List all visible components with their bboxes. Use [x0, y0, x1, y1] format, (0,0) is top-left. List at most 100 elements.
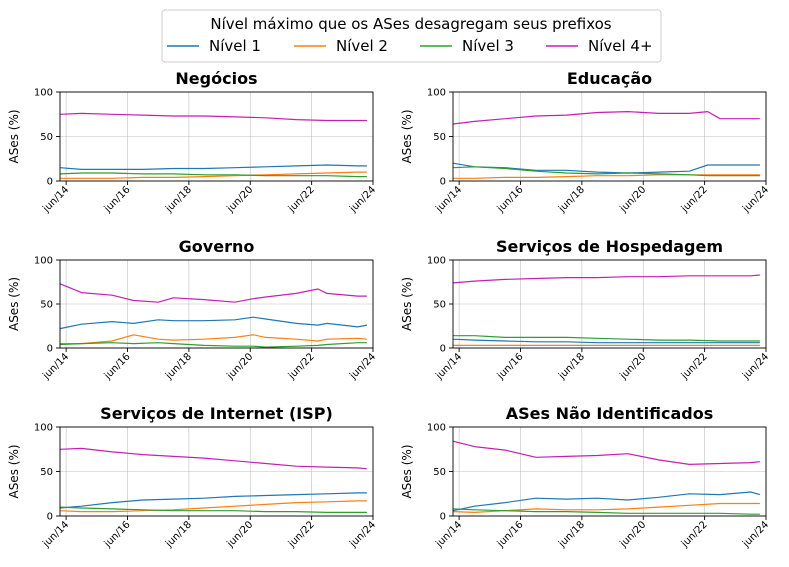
y-tick-label: 50	[433, 467, 446, 478]
x-tick-label: jun/16	[102, 184, 133, 215]
series-line-nivel-4	[452, 110, 760, 125]
panel-governo: Governo ASes (%) 0 50 100 jun/14 jun/16 jun/18 j…	[7, 237, 378, 382]
legend-label-nivel-4: Nível 4+	[588, 37, 653, 55]
series-line-nivel-3	[59, 342, 367, 348]
x-tick-label: jun/24	[347, 519, 378, 550]
x-tick-label: jun/18	[163, 351, 194, 382]
y-tick-label: 50	[40, 467, 53, 478]
x-tick-label: jun/24	[740, 519, 771, 550]
series-line-nivel-4	[452, 274, 760, 284]
panel-title: Educação	[567, 69, 652, 88]
x-tick-label: jun/18	[556, 519, 587, 550]
x-tick-label: jun/16	[495, 184, 526, 215]
y-tick-label: 0	[440, 344, 446, 355]
panel-title: ASes Não Identificados	[506, 404, 714, 423]
x-tick-label: jun/22	[286, 184, 317, 215]
y-axis-label: ASes (%)	[400, 444, 414, 498]
y-tick-label: 0	[47, 512, 53, 523]
x-tick-label: jun/16	[495, 351, 526, 382]
x-tick-label: jun/14	[40, 519, 71, 550]
series-line-nivel-4	[59, 112, 367, 122]
y-tick-label: 0	[440, 177, 446, 188]
panel-educacao: Educação ASes (%) 0 50 100 jun/14 jun/16 jun/18…	[400, 69, 771, 215]
panel-ases-nao-identificados: ASes Não Identificados ASes (%) 0 50 100 jun/…	[400, 404, 771, 550]
panel-title: Governo	[179, 237, 255, 256]
x-tick-label: jun/18	[163, 184, 194, 215]
x-tick-label: jun/20	[225, 184, 256, 215]
y-tick-label: 0	[47, 177, 53, 188]
panel-negocios: Negócios ASes (%) 0 50 100 jun/14 jun/16 jun/18…	[7, 69, 378, 215]
x-tick-label: jun/20	[618, 519, 649, 550]
series-line-nivel-2	[59, 500, 367, 513]
legend-frame	[161, 9, 662, 63]
y-axis-label: ASes (%)	[7, 109, 21, 163]
series-line-nivel-4	[59, 283, 367, 303]
y-tick-label: 50	[433, 300, 446, 311]
y-tick-label: 100	[427, 423, 446, 434]
y-axis-label: ASes (%)	[400, 277, 414, 331]
x-tick-label: jun/22	[679, 519, 710, 550]
x-tick-label: jun/14	[40, 184, 71, 215]
series-line-nivel-2	[60, 171, 367, 179]
y-tick-label: 0	[440, 512, 446, 523]
y-axis-label: ASes (%)	[7, 277, 21, 331]
y-tick-label: 50	[40, 132, 53, 143]
x-tick-label: jun/22	[679, 351, 710, 382]
x-tick-label: jun/22	[286, 519, 317, 550]
x-tick-label: jun/24	[740, 351, 771, 382]
y-tick-label: 100	[34, 88, 53, 99]
legend-label-nivel-1: Nível 1	[209, 37, 261, 55]
legend: Nível máximo que os ASes desagregam seus…	[161, 9, 662, 63]
y-tick-label: 50	[433, 132, 446, 143]
y-tick-label: 100	[34, 256, 53, 267]
series-line-nivel-2	[453, 174, 760, 179]
series-line-nivel-1	[452, 338, 760, 344]
legend-title: Nível máximo que os ASes desagregam seus…	[210, 15, 611, 33]
x-tick-label: jun/24	[347, 351, 378, 382]
x-tick-label: jun/14	[433, 519, 464, 550]
x-tick-label: jun/22	[679, 184, 710, 215]
panel-title: Serviços de Internet (ISP)	[100, 404, 333, 423]
x-tick-label: jun/18	[556, 184, 587, 215]
y-axis-label: ASes (%)	[400, 109, 414, 163]
x-tick-label: jun/20	[618, 184, 649, 215]
y-tick-label: 0	[47, 344, 53, 355]
x-tick-label: jun/18	[163, 519, 194, 550]
y-axis-label: ASes (%)	[7, 444, 21, 498]
legend-label-nivel-3: Nível 3	[462, 37, 514, 55]
x-tick-label: jun/14	[40, 351, 71, 382]
series-line-nivel-4	[59, 447, 367, 470]
x-tick-label: jun/14	[433, 351, 464, 382]
series-line-nivel-3	[452, 166, 760, 177]
x-tick-label: jun/16	[102, 351, 133, 382]
y-tick-label: 100	[427, 88, 446, 99]
series-line-nivel-3	[452, 508, 760, 515]
x-tick-label: jun/16	[495, 519, 526, 550]
x-tick-label: jun/20	[225, 519, 256, 550]
panel-title: Serviços de Hospedagem	[496, 237, 723, 256]
x-tick-label: jun/16	[102, 519, 133, 550]
y-tick-label: 50	[40, 300, 53, 311]
x-tick-label: jun/20	[618, 351, 649, 382]
y-tick-label: 100	[427, 256, 446, 267]
panel-servicos-de-internet-isp: Serviços de Internet (ISP) ASes (%) 0 50 100…	[7, 404, 378, 550]
panel-title: Negócios	[175, 69, 257, 88]
y-tick-label: 100	[34, 423, 53, 434]
series-line-nivel-1	[59, 492, 367, 509]
x-tick-label: jun/20	[225, 351, 256, 382]
series-line-nivel-3	[59, 506, 367, 514]
series-line-nivel-3	[59, 172, 367, 178]
series-line-nivel-3	[453, 335, 760, 342]
x-tick-label: jun/24	[740, 184, 771, 215]
series-line-nivel-1	[59, 164, 367, 170]
series-line-nivel-1	[59, 316, 368, 330]
series-line-nivel-4	[452, 440, 760, 465]
x-tick-label: jun/22	[286, 351, 317, 382]
x-tick-label: jun/24	[347, 184, 378, 215]
panel-servicos-de-hospedagem: Serviços de Hospedagem ASes (%) 0 50 100 jun/…	[400, 237, 771, 382]
legend-label-nivel-2: Nível 2	[336, 37, 388, 55]
series-line-nivel-1	[452, 491, 761, 512]
x-tick-label: jun/18	[556, 351, 587, 382]
x-tick-label: jun/14	[433, 184, 464, 215]
